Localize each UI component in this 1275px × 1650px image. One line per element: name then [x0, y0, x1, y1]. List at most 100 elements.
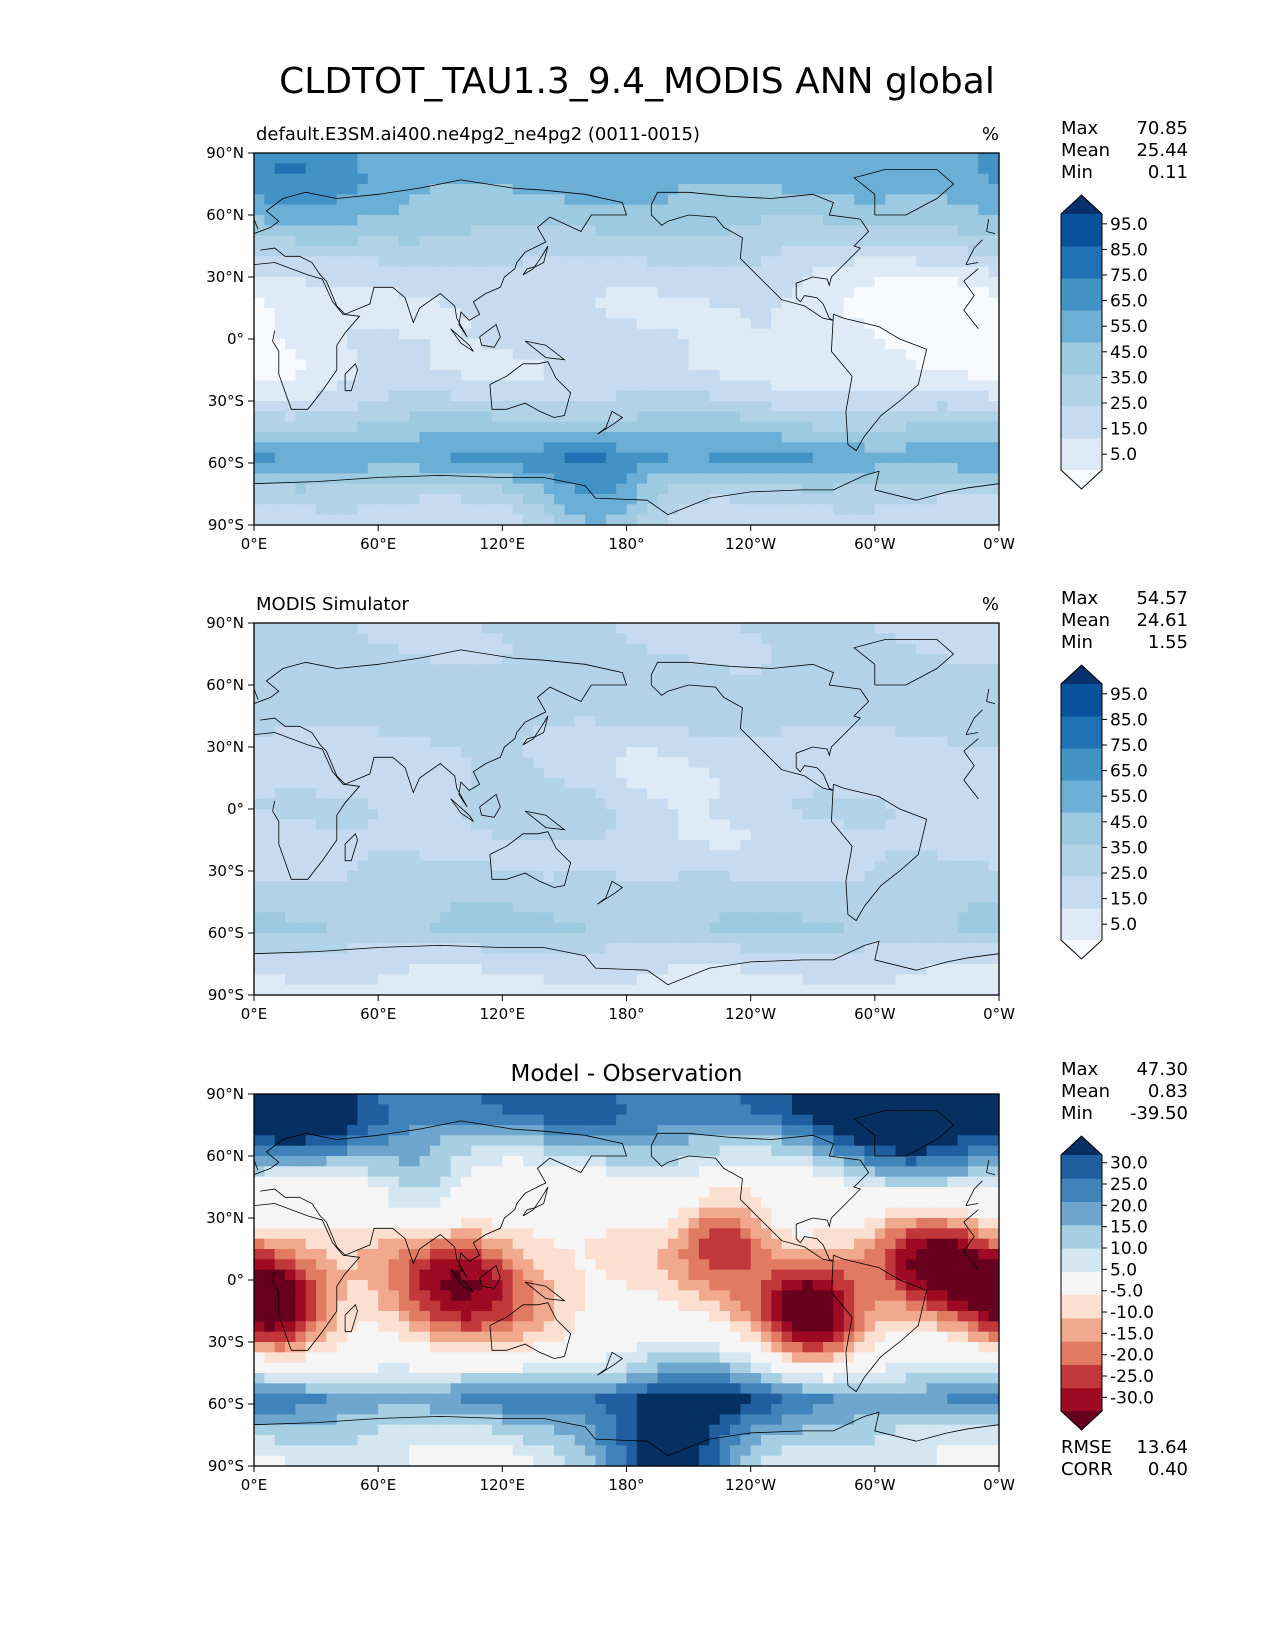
heatmap-cell — [771, 266, 783, 278]
heatmap-cell — [823, 442, 835, 454]
heatmap-cell — [450, 463, 462, 474]
heatmap-cell — [792, 778, 804, 789]
heatmap-cell — [585, 871, 597, 882]
heatmap-cell — [916, 504, 928, 516]
heatmap-cell — [554, 266, 566, 278]
heatmap-cell — [512, 380, 524, 392]
heatmap-cell — [357, 328, 369, 340]
heatmap-cell — [543, 163, 555, 175]
heatmap-cell — [254, 184, 265, 195]
heatmap-cell — [595, 891, 607, 903]
heatmap-cell — [843, 912, 855, 924]
heatmap-cell — [533, 819, 545, 831]
heatmap-cell — [336, 891, 348, 903]
heatmap-cell — [823, 633, 835, 645]
heatmap-cell — [347, 277, 359, 288]
heatmap-cell — [978, 922, 990, 934]
heatmap-cell — [947, 767, 959, 779]
heatmap-cell — [843, 881, 855, 893]
heatmap-cell — [543, 767, 555, 779]
heatmap-cell — [843, 757, 855, 769]
heatmap-cell — [905, 829, 917, 841]
heatmap-cell — [709, 643, 721, 655]
heatmap-cell — [626, 747, 638, 758]
heatmap-cell — [833, 256, 845, 268]
heatmap-cell — [450, 266, 462, 278]
heatmap-cell — [698, 494, 710, 505]
heatmap-cell — [295, 881, 307, 893]
heatmap-cell — [636, 463, 648, 474]
heatmap-cell — [916, 411, 928, 423]
heatmap-cell — [626, 881, 638, 893]
heatmap-cell — [657, 256, 669, 268]
heatmap-cell — [564, 891, 576, 903]
heatmap-cell — [285, 494, 296, 505]
heatmap-cell — [254, 370, 265, 381]
heatmap-cell — [802, 623, 814, 634]
heatmap-cell — [874, 514, 886, 526]
heatmap-cell — [533, 339, 545, 350]
heatmap-cell — [398, 705, 410, 717]
heatmap-cell — [336, 840, 348, 851]
heatmap-cell — [378, 860, 390, 872]
heatmap-cell — [285, 514, 296, 526]
heatmap-cell — [905, 328, 917, 340]
heatmap-cell — [491, 349, 503, 361]
heatmap-cell — [947, 194, 959, 206]
heatmap-cell — [367, 695, 379, 707]
heatmap-cell — [585, 860, 597, 872]
heatmap-cell — [833, 829, 845, 841]
heatmap-cell — [916, 359, 928, 371]
heatmap-cell — [409, 452, 421, 464]
heatmap-cell — [440, 297, 452, 309]
heatmap-cell — [409, 194, 421, 206]
heatmap-cell — [750, 370, 762, 381]
heatmap-cell — [471, 194, 483, 206]
heatmap-cell — [533, 287, 545, 299]
heatmap-cell — [678, 798, 690, 810]
heatmap-cell — [761, 798, 772, 810]
heatmap-cell — [285, 411, 296, 423]
heatmap-cell — [657, 860, 669, 872]
heatmap-cell — [409, 809, 421, 820]
heatmap-cell — [357, 685, 369, 696]
heatmap-cell — [936, 184, 948, 195]
heatmap-cell — [874, 277, 886, 288]
heatmap-cell — [264, 411, 276, 423]
heatmap-cell — [616, 266, 628, 278]
heatmap-cell — [688, 840, 700, 851]
heatmap-cell — [574, 287, 586, 299]
heatmap-cell — [761, 277, 772, 288]
heatmap-cell — [843, 829, 855, 841]
heatmap-cell — [429, 339, 441, 350]
heatmap-cell — [864, 757, 876, 769]
x-tick-label: 120°E — [480, 535, 526, 553]
heatmap-cell — [729, 173, 741, 185]
heatmap-cell — [771, 788, 783, 800]
heatmap-cell — [305, 390, 317, 402]
heatmap-cell — [864, 819, 876, 831]
heatmap-cell — [429, 881, 441, 893]
heatmap-cell — [429, 623, 441, 634]
heatmap-cell — [295, 318, 307, 330]
heatmap-cell — [616, 514, 628, 526]
heatmap-cell — [636, 840, 648, 851]
heatmap-cell — [823, 881, 835, 893]
heatmap-cell — [429, 860, 441, 872]
heatmap-cell — [595, 297, 607, 309]
heatmap-cell — [978, 747, 990, 758]
heatmap-cell — [585, 922, 597, 934]
heatmap-cell — [554, 339, 566, 350]
heatmap-cell — [812, 664, 824, 676]
heatmap-cell — [398, 349, 410, 361]
heatmap-cell — [605, 912, 617, 924]
heatmap-cell — [471, 483, 483, 495]
heatmap-cell — [357, 840, 369, 851]
heatmap-cell — [585, 654, 597, 665]
heatmap-cell — [388, 184, 400, 195]
heatmap-cell — [585, 829, 597, 841]
heatmap-cell — [605, 922, 617, 934]
heatmap-cell — [657, 235, 669, 247]
heatmap-cell — [533, 318, 545, 330]
heatmap-cell — [398, 674, 410, 686]
